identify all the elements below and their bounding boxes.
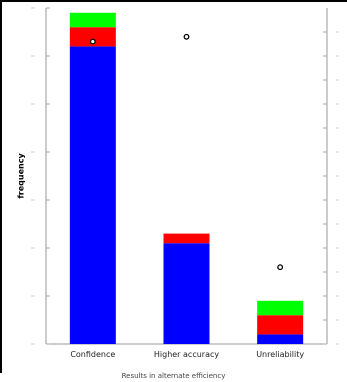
- scatter-marker: [183, 33, 190, 40]
- bar-segment-1: [163, 243, 210, 344]
- bar-segment-3: [69, 12, 116, 28]
- x-tick-labels: Confidence Higher accuracy Unreliability: [70, 350, 304, 359]
- bar-segment-1: [257, 334, 304, 344]
- y-axis-label: frequency: [16, 153, 26, 199]
- scatter-marker: [89, 38, 96, 45]
- markers: [89, 33, 284, 271]
- x-tick-label: Unreliability: [256, 350, 304, 359]
- scatter-marker: [277, 264, 284, 271]
- bar-segment-2: [69, 27, 116, 47]
- left-axis: [31, 7, 50, 345]
- chart-svg: Confidence Higher accuracy Unreliability: [0, 0, 347, 373]
- y-axis-label-container: frequency: [0, 0, 30, 373]
- bar-segment-2: [257, 315, 304, 335]
- right-axis: [323, 31, 339, 345]
- bar-segment-1: [69, 46, 116, 345]
- x-axis-label: Results in alternate efficiency: [121, 372, 226, 380]
- x-tick-label: Confidence: [70, 350, 115, 359]
- x-tick-label: Higher accuracy: [154, 350, 220, 359]
- bar-segment-3: [257, 300, 304, 316]
- bars: [69, 12, 304, 345]
- bar-segment-2: [163, 233, 210, 244]
